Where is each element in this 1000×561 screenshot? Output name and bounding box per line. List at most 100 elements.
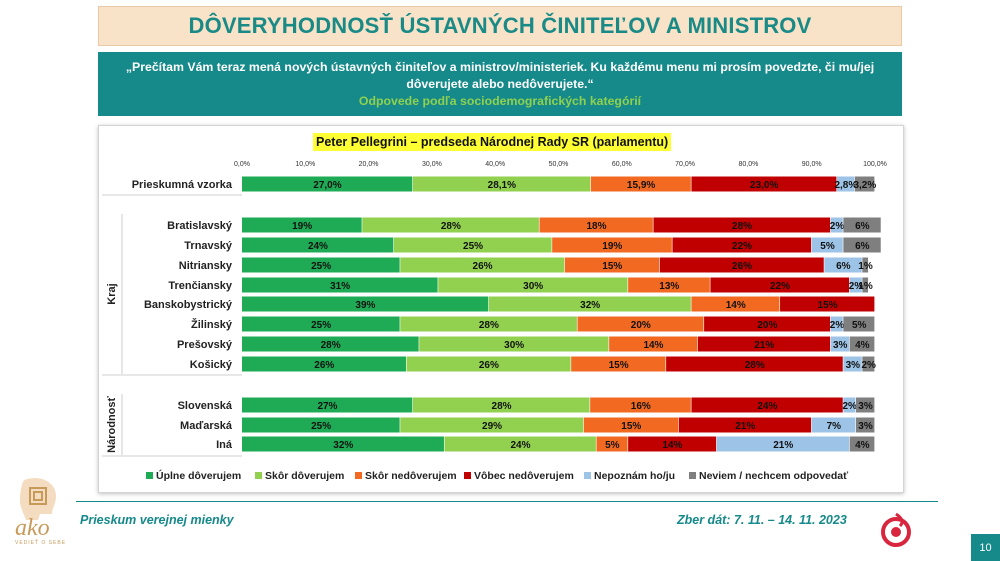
data-label: 31% [330,281,350,292]
data-label: 21% [735,421,755,432]
data-label: 24% [757,401,777,412]
data-label: 28% [745,360,765,371]
bar-segment [811,417,856,433]
data-label: 2% [842,401,857,412]
legend-swatch [355,472,362,479]
chart-title: Peter Pellegrini – predseda Národnej Rad… [313,133,672,151]
category-label: Banskobystrický [144,299,233,311]
data-label: 21% [773,440,793,451]
data-label: 14% [726,300,746,311]
data-label: 15% [621,421,641,432]
data-label: 16% [631,401,651,412]
bar-segment [609,336,698,352]
question-banner: „Prečítam Vám teraz mená nových ústavnýc… [98,52,902,116]
bar-segment [691,397,843,413]
data-label: 22% [770,281,790,292]
data-label: 25% [311,261,331,272]
bar-segment [843,217,881,233]
data-label: 28,1% [488,180,516,191]
data-label: 27% [317,401,337,412]
bar-segment [862,277,869,293]
data-label: 2,8% [834,180,857,191]
data-label: 15,9% [627,180,655,191]
x-tick-label: 100,0% [863,161,887,168]
data-label: 26% [314,360,334,371]
x-tick-label: 50,0% [549,161,569,168]
data-label: 25% [463,241,483,252]
bar-segment [830,217,843,233]
bar-segment [666,356,843,372]
x-tick-label: 80,0% [738,161,758,168]
data-label: 28% [321,340,341,351]
collection-dates: Zber dát: 7. 11. – 14. 11. 2023 [677,513,847,527]
question-text: „Prečítam Vám teraz mená nových ústavnýc… [125,60,875,91]
data-label: 20% [757,320,777,331]
data-label: 20% [631,320,651,331]
bar-segment [242,336,419,352]
data-label: 3% [858,421,873,432]
bar-segment [577,316,704,332]
x-tick-label: 10,0% [295,161,315,168]
bar-segment [849,436,875,452]
bar-segment [242,257,400,273]
x-tick-label: 0,0% [234,161,250,168]
ako-logo-icon [20,477,56,520]
legend-label: Skôr nedôverujem [365,470,457,482]
legend-swatch [146,472,153,479]
x-tick-label: 40,0% [485,161,505,168]
bar-segment [691,176,837,192]
bar-segment [242,296,489,312]
data-label: 24% [511,440,531,451]
category-label: Prieskumná vzorka [132,179,233,191]
bar-segment [830,316,843,332]
data-label: 6% [836,261,851,272]
bar-segment [854,176,875,192]
data-label: 6% [855,221,870,232]
bar-segment [849,277,862,293]
bar-segment [406,356,571,372]
category-label: Iná [216,439,233,451]
data-label: 28% [479,320,499,331]
group-label: Kraj [106,283,118,304]
data-label: 2% [849,281,864,292]
data-label: 24% [308,241,328,252]
x-tick-label: 60,0% [612,161,632,168]
data-label: 28% [441,221,461,232]
bar-segment [628,277,710,293]
bar-segment [780,296,875,312]
bar-segment [400,316,577,332]
data-label: 5% [605,440,620,451]
data-label: 15% [818,300,838,311]
data-label: 28% [732,221,752,232]
bar-segment [843,356,862,372]
bar-segment [862,356,875,372]
bar-segment [678,417,812,433]
question-subtitle: Odpovede podľa sociodemografických kateg… [358,94,642,108]
data-label: 2% [861,360,876,371]
data-label: 14% [662,440,682,451]
bar-segment [628,436,717,452]
bar-segment [242,217,362,233]
data-label: 22% [732,241,752,252]
data-label: 15% [609,360,629,371]
category-label: Maďarská [180,420,233,432]
bar-segment [488,296,691,312]
bar-segment [590,176,691,192]
bar-segment [419,336,609,352]
bar-segment [583,417,679,433]
data-label: 2% [830,320,845,331]
bar-segment [811,237,843,253]
data-label: 32% [580,300,600,311]
bar-segment [564,257,660,273]
bar-segment [444,436,596,452]
category-label: Slovenská [178,400,233,412]
page-number: 10 [971,534,1000,561]
data-label: 3% [846,360,861,371]
data-label: 13% [659,281,679,292]
bar-segment [590,397,691,413]
page-title: DÔVERYHODNOSŤ ÚSTAVNÝCH ČINITEĽOV A MINI… [188,13,812,38]
category-label: Trnavský [184,240,233,252]
data-label: 3% [833,340,848,351]
x-tick-label: 20,0% [359,161,379,168]
x-tick-label: 70,0% [675,161,695,168]
